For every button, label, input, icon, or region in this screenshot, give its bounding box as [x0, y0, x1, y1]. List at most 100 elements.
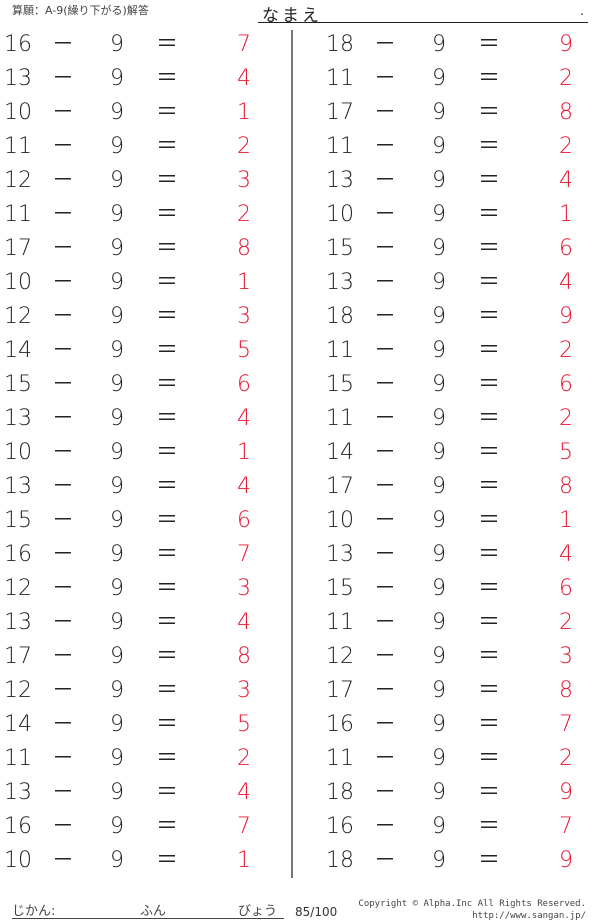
answer: 2: [237, 134, 251, 159]
subtrahend: 9: [432, 338, 446, 363]
minuend: 15: [4, 372, 32, 397]
minuend: 16: [4, 32, 32, 57]
answer: 4: [237, 610, 251, 635]
equals-sign: ＝: [156, 814, 179, 839]
minus-sign: －: [374, 134, 397, 159]
problem-row: 13 － 9 ＝ 4: [4, 608, 274, 638]
equals-sign: ＝: [156, 678, 179, 703]
equals-sign: ＝: [478, 780, 501, 805]
equals-sign: ＝: [156, 848, 179, 873]
minuend: 13: [326, 168, 354, 193]
time-label: じかん:: [12, 904, 56, 919]
problem-row: 12 － 9 ＝ 3: [326, 642, 596, 672]
answer: 6: [237, 508, 251, 533]
problem-row: 10 － 9 ＝ 1: [326, 506, 596, 536]
subtrahend: 9: [110, 406, 124, 431]
answer: 7: [237, 32, 251, 57]
answer: 4: [237, 406, 251, 431]
minuend: 17: [326, 100, 354, 125]
minuend: 13: [326, 542, 354, 567]
subtrahend: 9: [110, 678, 124, 703]
answer: 1: [559, 202, 573, 227]
problem-row: 12 － 9 ＝ 3: [4, 302, 274, 332]
minus-sign: －: [374, 338, 397, 363]
seconds-label: びょう: [238, 904, 278, 919]
subtrahend: 9: [432, 678, 446, 703]
minuend: 17: [4, 236, 32, 261]
subtrahend: 9: [432, 32, 446, 57]
answer: 1: [237, 848, 251, 873]
problem-row: 11 － 9 ＝ 2: [326, 64, 596, 94]
equals-sign: ＝: [478, 270, 501, 295]
subtrahend: 9: [110, 780, 124, 805]
problem-row: 10 － 9 ＝ 1: [4, 438, 274, 468]
copyright-block: Copyright © Alpha.Inc All Rights Reserve…: [358, 898, 586, 922]
minus-sign: －: [52, 406, 75, 431]
equals-sign: ＝: [156, 202, 179, 227]
problem-row: 10 － 9 ＝ 1: [4, 268, 274, 298]
equals-sign: ＝: [478, 508, 501, 533]
answer: 1: [237, 440, 251, 465]
minus-sign: －: [52, 542, 75, 567]
problem-row: 17 － 9 ＝ 8: [326, 98, 596, 128]
problem-row: 16 － 9 ＝ 7: [4, 30, 274, 60]
minuend: 16: [326, 712, 354, 737]
answer: 2: [559, 134, 573, 159]
answer: 5: [237, 338, 251, 363]
minus-sign: －: [374, 168, 397, 193]
subtrahend: 9: [432, 814, 446, 839]
problem-row: 16 － 9 ＝ 7: [326, 710, 596, 740]
equals-sign: ＝: [156, 712, 179, 737]
minuend: 11: [326, 134, 354, 159]
minuend: 14: [4, 338, 32, 363]
problem-row: 10 － 9 ＝ 1: [4, 98, 274, 128]
answer: 7: [237, 542, 251, 567]
minuend: 18: [326, 304, 354, 329]
subtrahend: 9: [110, 746, 124, 771]
problem-row: 13 － 9 ＝ 4: [326, 268, 596, 298]
subtrahend: 9: [110, 32, 124, 57]
equals-sign: ＝: [156, 338, 179, 363]
minus-sign: －: [52, 304, 75, 329]
subtrahend: 9: [432, 474, 446, 499]
answer: 9: [559, 304, 573, 329]
subtrahend: 9: [110, 66, 124, 91]
minuend: 15: [326, 372, 354, 397]
answer: 6: [559, 576, 573, 601]
answer: 3: [559, 644, 573, 669]
minus-sign: －: [52, 372, 75, 397]
minus-sign: －: [52, 746, 75, 771]
site-url: http://www.sangan.jp/: [472, 911, 586, 921]
answer: 4: [237, 66, 251, 91]
answer: 2: [559, 66, 573, 91]
subtrahend: 9: [110, 236, 124, 261]
minuend: 11: [326, 406, 354, 431]
answer: 4: [237, 474, 251, 499]
answer: 4: [237, 780, 251, 805]
subtrahend: 9: [432, 304, 446, 329]
equals-sign: ＝: [156, 406, 179, 431]
equals-sign: ＝: [478, 134, 501, 159]
name-field[interactable]: なまえ .: [258, 0, 588, 26]
minuend: 10: [4, 100, 32, 125]
answer: 2: [237, 746, 251, 771]
subtrahend: 9: [110, 338, 124, 363]
minuend: 11: [4, 134, 32, 159]
time-field: じかん: ふん びょう: [12, 900, 284, 919]
subtrahend: 9: [432, 780, 446, 805]
minus-sign: －: [52, 134, 75, 159]
equals-sign: ＝: [478, 848, 501, 873]
minuend: 16: [326, 814, 354, 839]
minus-sign: －: [374, 100, 397, 125]
minuend: 14: [326, 440, 354, 465]
minuend: 13: [326, 270, 354, 295]
answer: 2: [559, 610, 573, 635]
minus-sign: －: [374, 304, 397, 329]
problem-row: 17 － 9 ＝ 8: [326, 472, 596, 502]
equals-sign: ＝: [156, 542, 179, 567]
subtrahend: 9: [110, 134, 124, 159]
subtrahend: 9: [432, 508, 446, 533]
problem-row: 13 － 9 ＝ 4: [326, 540, 596, 570]
subtrahend: 9: [432, 202, 446, 227]
